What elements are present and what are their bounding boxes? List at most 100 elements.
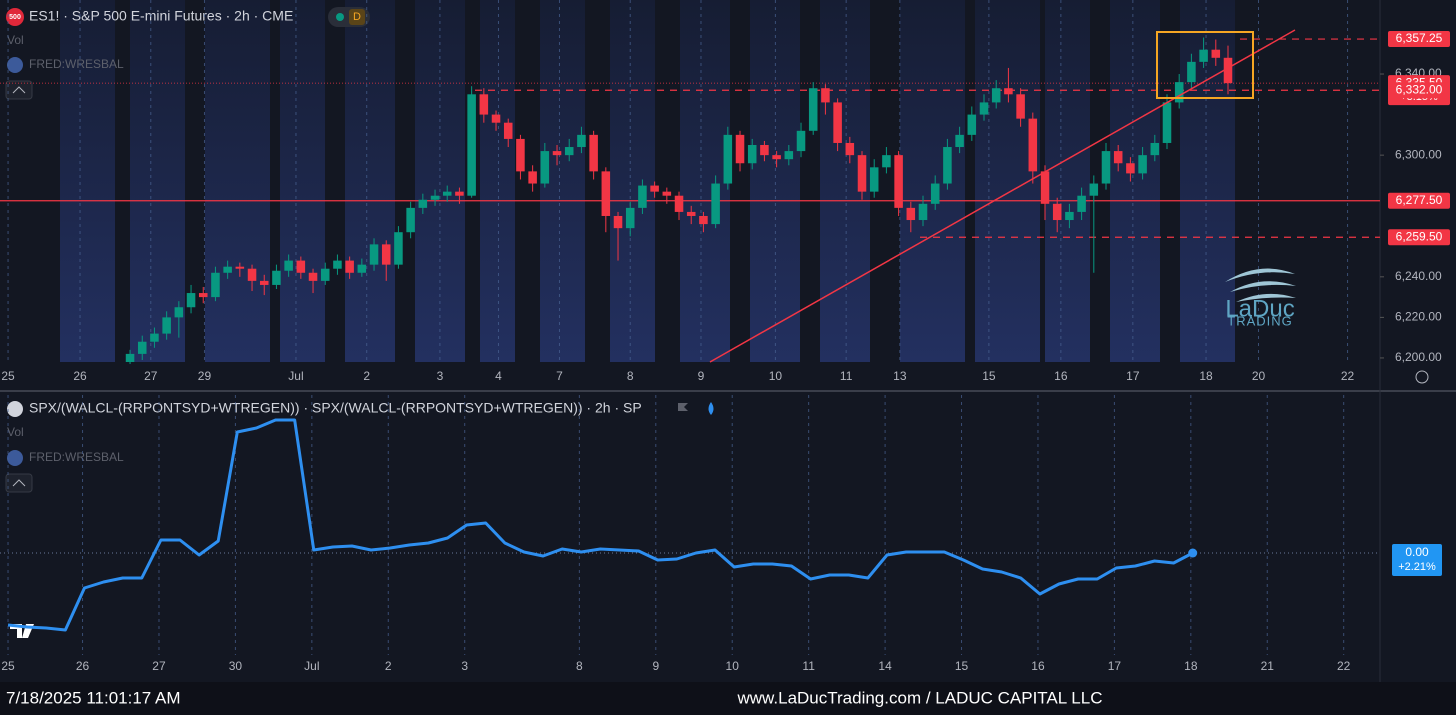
candle-body xyxy=(211,272,220,298)
candle-body xyxy=(272,270,281,285)
candle-body xyxy=(333,260,342,269)
candle-body xyxy=(845,142,855,156)
x-tick-label: 10 xyxy=(726,659,740,673)
candle-body xyxy=(442,191,452,196)
candle-body xyxy=(577,134,586,148)
price-label: 6,259.50 xyxy=(1396,229,1443,243)
collapse-button[interactable] xyxy=(5,473,33,493)
last-label-bg xyxy=(1392,544,1442,576)
x-tick-label: 18 xyxy=(1199,369,1213,383)
candle-body xyxy=(394,232,403,265)
candle-body xyxy=(918,203,928,221)
x-tick-label: 9 xyxy=(698,369,705,383)
indicator-label: Vol xyxy=(7,33,24,47)
x-tick-label: 21 xyxy=(1261,659,1275,673)
collapse-button[interactable] xyxy=(5,80,33,100)
candle-body xyxy=(1077,195,1086,212)
symbol-icon xyxy=(7,401,23,417)
x-tick-label: 8 xyxy=(576,659,583,673)
candle-body xyxy=(662,191,672,196)
indicator-label: Vol xyxy=(7,425,24,439)
candle-body xyxy=(223,266,232,273)
candle-body xyxy=(735,134,745,164)
logo-name: LaDuc xyxy=(1225,295,1294,322)
logo-waves xyxy=(1225,268,1296,302)
candle-body xyxy=(467,94,476,196)
x-tick-label: 15 xyxy=(955,659,969,673)
x-tick-label: 30 xyxy=(229,659,243,673)
collapse-icon xyxy=(12,86,26,94)
candle-body xyxy=(186,293,196,308)
session-band xyxy=(1110,0,1160,362)
flag-icon xyxy=(678,403,688,411)
x-tick-label: 25 xyxy=(1,659,15,673)
candle-body xyxy=(930,183,940,204)
candle-body xyxy=(479,94,489,115)
y-tick-label: 6,220.00 xyxy=(1395,310,1442,324)
candle-body xyxy=(125,353,135,362)
candle-body xyxy=(564,147,574,156)
symbol-badge: 500 xyxy=(9,14,21,21)
candle-body xyxy=(882,155,891,168)
price-label: 6,332.00 xyxy=(1396,82,1443,96)
candle-body xyxy=(162,317,171,334)
y-tick-label: 6,240.00 xyxy=(1395,269,1442,283)
x-tick-label: 2 xyxy=(385,659,392,673)
candle-body xyxy=(369,244,379,265)
candle-body xyxy=(174,307,184,318)
x-tick-label: 13 xyxy=(893,369,907,383)
last-label: 0.00 xyxy=(1405,545,1429,559)
x-tick-label: 25 xyxy=(1,369,15,383)
candle-body xyxy=(869,167,879,192)
candle-body xyxy=(723,134,733,184)
session-band xyxy=(130,0,185,362)
x-tick-label: 26 xyxy=(76,659,90,673)
x-tick-label: 22 xyxy=(1341,369,1355,383)
candle-body xyxy=(991,88,1001,103)
settings-icon[interactable] xyxy=(1415,370,1429,384)
candle-body xyxy=(150,333,159,342)
indicator-label: FRED:WRESBAL xyxy=(29,57,124,71)
x-tick-label: 11 xyxy=(840,369,853,383)
x-tick-label: 27 xyxy=(144,369,158,383)
candle-body xyxy=(540,151,550,184)
candle-body xyxy=(1065,211,1074,221)
candle-body xyxy=(943,147,952,184)
candle-body xyxy=(552,151,562,156)
session-band xyxy=(610,0,655,362)
x-tick-label: 17 xyxy=(1108,659,1122,673)
candle-body xyxy=(406,207,415,233)
candle-body xyxy=(1052,203,1062,221)
candle-body xyxy=(259,280,269,285)
candle-body xyxy=(821,88,830,103)
candle-body xyxy=(1040,171,1050,204)
x-tick-label: 4 xyxy=(495,369,502,383)
x-tick-label: 17 xyxy=(1126,369,1140,383)
price-label: 6,357.25 xyxy=(1396,31,1443,45)
interval-badge: D xyxy=(353,11,361,23)
candle-body xyxy=(1162,102,1172,143)
trend-line xyxy=(709,29,1296,363)
candle-body xyxy=(857,155,867,192)
candle-body xyxy=(1223,57,1233,84)
x-tick-label: 20 xyxy=(1252,369,1266,383)
candle-body xyxy=(1199,49,1208,62)
candle-body xyxy=(894,155,903,208)
plot: 25 26 27 29 Jul 2 3 4 7 8 9 10 11 13 15 16 17 18 20 226,200… xyxy=(0,0,1450,673)
series-line xyxy=(7,418,1194,632)
x-tick-label: 2 xyxy=(363,369,370,383)
x-tick-label: 16 xyxy=(1054,369,1068,383)
x-tick-label: 27 xyxy=(152,659,166,673)
session-bands xyxy=(60,0,1235,362)
highlight-box xyxy=(1156,31,1254,99)
x-tick-label: 7 xyxy=(556,369,563,383)
flag-icon xyxy=(7,450,23,466)
session-band xyxy=(480,0,515,362)
candle-body xyxy=(760,145,769,156)
candle-body xyxy=(430,195,440,200)
candle-body xyxy=(625,207,635,229)
session-band xyxy=(205,0,270,362)
candle-body xyxy=(967,114,977,135)
y-tick-label: 6,300.00 xyxy=(1395,147,1442,161)
candle-body xyxy=(650,185,659,192)
